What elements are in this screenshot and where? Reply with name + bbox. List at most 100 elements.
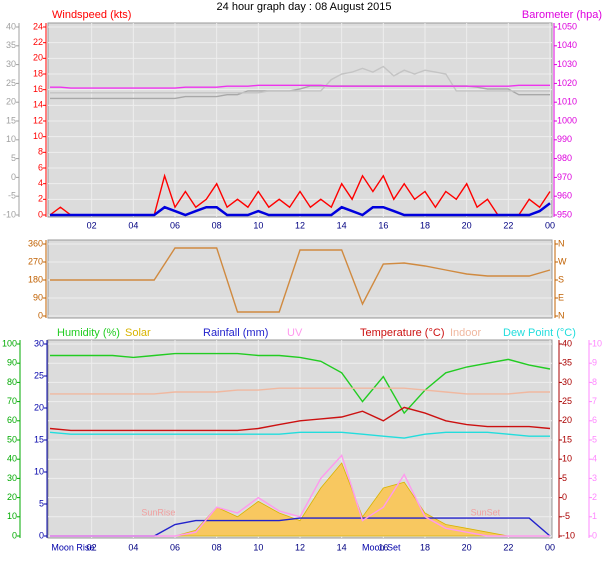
- y-tick-label: 20: [33, 53, 43, 63]
- y-tick-label: 40: [7, 454, 17, 464]
- legend-entry: Dew Point (°C): [503, 327, 576, 339]
- y3-tick-label: 20: [34, 402, 44, 412]
- y2-tick-label: S: [558, 274, 564, 284]
- x-tick-label: 10: [253, 542, 263, 552]
- y3-tick-label: 40: [6, 21, 16, 31]
- y4-tick-label: 9: [592, 358, 597, 368]
- x-tick-label: 06: [170, 220, 180, 230]
- x-tick-label: 22: [503, 220, 513, 230]
- x-tick-label: 22: [503, 542, 513, 552]
- y2-tick-label: 35: [562, 358, 572, 368]
- y2-tick-label: 30: [562, 377, 572, 387]
- y-tick-label: 24: [33, 21, 43, 31]
- y-tick-label: 18: [33, 68, 43, 78]
- y3-tick-label: 35: [6, 40, 16, 50]
- y2-tick-label: W: [558, 256, 567, 266]
- moon-event: Moon Set: [362, 542, 401, 552]
- line: [50, 247, 551, 313]
- y4-tick-label: 4: [592, 454, 597, 464]
- y-tick-label: 14: [33, 100, 43, 110]
- y3-tick-label: 30: [34, 338, 44, 348]
- y2-tick-label: 960: [557, 191, 572, 201]
- x-tick-label: 16: [378, 542, 388, 552]
- y2-tick-label: 20: [562, 415, 572, 425]
- y4-tick-label: 8: [592, 377, 597, 387]
- y3-tick-label: 0: [11, 172, 16, 182]
- y2-axis-title: Barometer (hpa): [522, 9, 602, 21]
- line: [49, 406, 551, 432]
- y-tick-label: 360: [28, 238, 43, 248]
- y3-tick-label: 5: [39, 498, 44, 508]
- y2-tick-label: 970: [557, 172, 572, 182]
- y-tick-label: 70: [7, 396, 17, 406]
- y2-tick-label: 1010: [557, 97, 577, 107]
- legend-entry: Solar: [125, 327, 151, 339]
- y3-tick-label: 10: [34, 466, 44, 476]
- y-tick-label: 12: [33, 115, 43, 125]
- y2-tick-label: 1000: [557, 115, 577, 125]
- y2-tick-label: 1040: [557, 40, 577, 50]
- y2-tick-label: 1050: [557, 21, 577, 31]
- y2-tick-label: N: [558, 238, 565, 248]
- y2-tick-label: 10: [562, 454, 572, 464]
- y3-tick-label: 20: [6, 97, 16, 107]
- x-tick-label: 18: [420, 220, 430, 230]
- y4-tick-label: 5: [592, 434, 597, 444]
- y2-tick-label: 990: [557, 134, 572, 144]
- y2-tick-label: 1030: [557, 59, 577, 69]
- x-tick-label: 12: [295, 542, 305, 552]
- y2-tick-label: N: [558, 310, 565, 320]
- y2-tick-label: 40: [562, 338, 572, 348]
- y-tick-label: 30: [7, 473, 17, 483]
- y2-tick-label: -10: [562, 530, 575, 540]
- y3-tick-label: 5: [11, 153, 16, 163]
- y4-tick-label: 2: [592, 492, 597, 502]
- y2-tick-label: -5: [562, 511, 570, 521]
- line: [50, 84, 550, 89]
- line: [50, 202, 551, 217]
- x-tick-label: 20: [462, 542, 472, 552]
- x-tick-label: 00: [545, 220, 555, 230]
- y-axis-title: Windspeed (kts): [52, 9, 131, 21]
- y-tick-label: 20: [7, 492, 17, 502]
- y4-tick-label: 0: [592, 530, 597, 540]
- y-tick-label: 0: [12, 530, 17, 540]
- y4-tick-label: 6: [592, 415, 597, 425]
- x-tick-label: 14: [337, 542, 347, 552]
- y2-tick-label: 25: [562, 396, 572, 406]
- x-tick-label: 04: [128, 220, 138, 230]
- x-tick-label: 16: [378, 220, 388, 230]
- x-tick-label: 14: [337, 220, 347, 230]
- y2-tick-label: 0: [562, 492, 567, 502]
- y-tick-label: 100: [2, 338, 17, 348]
- y-tick-label: 80: [7, 377, 17, 387]
- y-tick-label: 60: [7, 415, 17, 425]
- x-tick-label: 04: [128, 542, 138, 552]
- x-tick-label: 06: [170, 542, 180, 552]
- y4-tick-label: 7: [592, 396, 597, 406]
- y-tick-label: 90: [7, 358, 17, 368]
- line: [50, 65, 550, 94]
- y-tick-label: 0: [38, 310, 43, 320]
- y3-tick-label: 0: [39, 530, 44, 540]
- y3-tick-label: 25: [6, 78, 16, 88]
- y-tick-label: 10: [33, 131, 43, 141]
- y3-tick-label: 15: [6, 115, 16, 125]
- y-tick-label: 10: [7, 511, 17, 521]
- y2-tick-label: E: [558, 292, 564, 302]
- x-tick-label: 18: [420, 542, 430, 552]
- y3-tick-label: 15: [34, 434, 44, 444]
- y-tick-label: 6: [38, 162, 43, 172]
- x-tick-label: 20: [462, 220, 472, 230]
- x-tick-label: 12: [295, 220, 305, 230]
- legend-entry: UV: [287, 327, 303, 339]
- plot-area: [47, 239, 553, 319]
- y-tick-label: 16: [33, 84, 43, 94]
- y4-tick-label: 3: [592, 473, 597, 483]
- y-tick-label: 270: [28, 256, 43, 266]
- y3-tick-label: -5: [8, 191, 16, 201]
- y-tick-label: 8: [38, 147, 43, 157]
- legend-entry: Humidity (%): [57, 327, 120, 339]
- y-tick-label: 180: [28, 274, 43, 284]
